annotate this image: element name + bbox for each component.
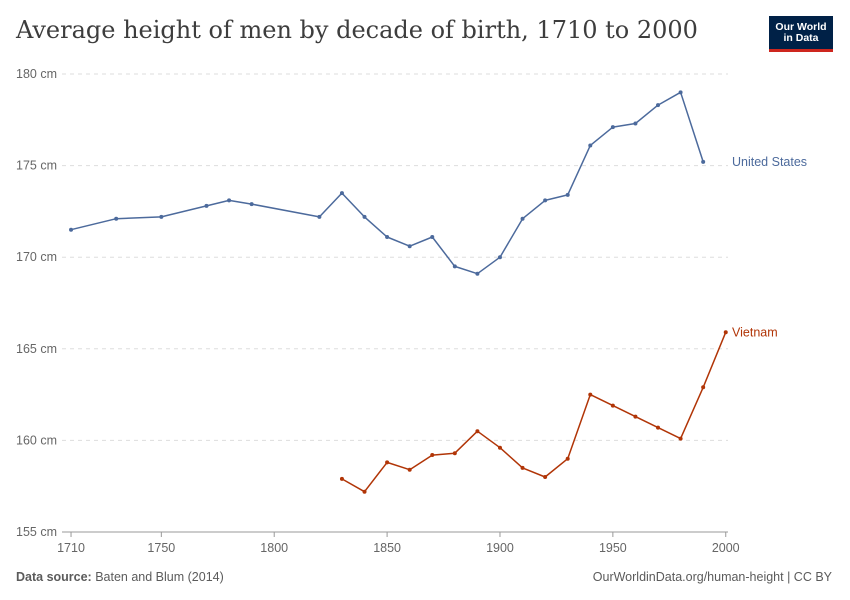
x-tick-label: 1750 [147, 541, 175, 555]
united-states-point [407, 244, 412, 249]
united-states-point [430, 235, 435, 240]
united-states-point [678, 90, 683, 95]
vietnam-point [565, 456, 570, 461]
united-states-label: United States [732, 155, 807, 169]
series-labels: United States Vietnam [732, 155, 807, 339]
x-tick-label: 1950 [599, 541, 627, 555]
y-tick-label: 160 cm [16, 433, 57, 447]
vietnam-point [407, 467, 412, 472]
data-source-value[interactable]: Baten and Blum (2014) [95, 570, 224, 584]
united-states-line [70, 91, 704, 275]
united-states-point [610, 125, 615, 130]
vietnam-point [723, 330, 728, 335]
vietnam-point [610, 403, 615, 408]
united-states-point [385, 235, 390, 240]
vietnam-point [430, 453, 435, 458]
vietnam-point [588, 392, 593, 397]
vietnam-point [678, 436, 683, 441]
united-states-point [452, 264, 457, 269]
united-states-point [317, 214, 322, 219]
vietnam-point [452, 451, 457, 456]
vietnam-point [362, 489, 367, 494]
united-states-point [114, 216, 119, 221]
y-tick-label: 180 cm [16, 67, 57, 81]
vietnam-point [339, 476, 344, 481]
x-tick-label: 1800 [260, 541, 288, 555]
vietnam-point [520, 465, 525, 470]
x-tick-label: 2000 [712, 541, 740, 555]
x-tick-label: 1900 [486, 541, 514, 555]
source-url-license[interactable]: OurWorldinData.org/human-height | CC BY [592, 570, 832, 584]
united-states-point [633, 121, 638, 126]
y-tick-label: 165 cm [16, 342, 57, 356]
united-states-point [475, 271, 480, 276]
united-states-point [497, 255, 502, 260]
united-states-point [159, 214, 164, 219]
logo-line-1: Our World [775, 21, 827, 33]
vietnam-point [701, 385, 706, 390]
logo-line-2: in Data [783, 32, 819, 44]
vietnam-point [475, 429, 480, 434]
y-tick-label: 175 cm [16, 159, 57, 173]
grid-lines [62, 73, 728, 441]
united-states-point [588, 143, 593, 148]
series-lines [69, 90, 728, 494]
vietnam-point [385, 460, 390, 465]
united-states-point [204, 203, 209, 208]
x-tick-label: 1710 [57, 541, 85, 555]
owid-logo[interactable]: Our World in Data [769, 16, 833, 52]
vietnam-point [656, 425, 661, 430]
axes: 155 cm 160 cm 165 cm 170 cm 175 cm 180 cm 1710… [16, 67, 740, 555]
data-source-label: Data source: [16, 570, 92, 584]
united-states-point [701, 159, 706, 164]
vietnam-line [341, 332, 727, 493]
y-tick-label: 155 cm [16, 525, 57, 539]
x-tick-label: 1850 [373, 541, 401, 555]
vietnam-label: Vietnam [732, 325, 778, 339]
united-states-point [565, 192, 570, 197]
vietnam-point [497, 445, 502, 450]
united-states-point [520, 216, 525, 221]
vietnam-point [633, 414, 638, 419]
united-states-point [249, 202, 254, 207]
united-states-point [656, 103, 661, 108]
chart-title: Average height of men by decade of birth… [16, 16, 698, 44]
united-states-point [362, 214, 367, 219]
y-tick-label: 170 cm [16, 250, 57, 264]
united-states-point [543, 198, 548, 203]
vietnam-point [543, 475, 548, 480]
united-states-point [339, 191, 344, 196]
united-states-point [69, 227, 74, 232]
data-source: Data source: Baten and Blum (2014) [16, 570, 224, 584]
united-states-point [227, 198, 232, 203]
